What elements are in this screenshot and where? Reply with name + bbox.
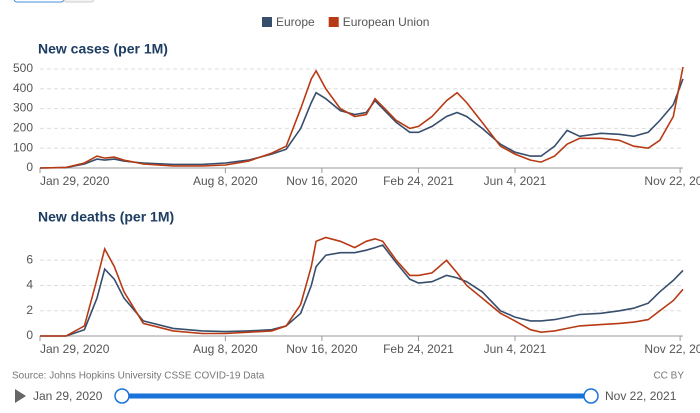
y-tick-label: 0 [26,160,33,174]
y-tick-label: 4 [26,278,33,292]
license[interactable]: CC BY [653,371,684,382]
y-tick-label: 500 [13,61,33,75]
series-line [40,244,684,337]
slider-handle[interactable] [114,388,130,404]
y-tick-label: 100 [13,140,33,154]
x-tick-label: Aug 8, 2020 [193,174,258,188]
x-tick-label: Jun 4, 2021 [484,174,547,188]
tab-button[interactable] [63,0,95,3]
y-tick-label: 200 [13,121,33,135]
tab-button[interactable] [13,0,65,3]
y-tick-label: 6 [26,252,33,266]
legend-swatch [328,17,339,27]
series-line [40,236,684,337]
chart-title: New deaths (per 1M) [38,209,174,225]
y-tick-label: 400 [13,81,33,95]
y-tick-label: 2 [26,303,33,317]
series-line [39,78,684,169]
legend-label: European Union [343,15,430,29]
slider-end-label: Nov 22, 2021 [605,389,677,403]
x-tick-label: Feb 24, 2021 [383,174,454,188]
y-tick-label: 0 [26,328,33,342]
y-tick-label: 300 [13,101,33,115]
legend-label: Europe [276,15,315,29]
x-tick-label: Nov 22, 2021 [644,174,700,188]
x-tick-label: Aug 8, 2020 [193,342,258,356]
x-tick-label: Feb 24, 2021 [383,342,454,356]
slider-start-label: Jan 29, 2020 [33,389,103,403]
x-tick-label: Nov 16, 2020 [286,342,358,356]
play-button[interactable] [15,389,26,403]
x-tick-label: Jan 29, 2020 [40,174,110,188]
x-tick-label: Jun 4, 2021 [484,342,547,356]
x-tick-label: Nov 22, 2021 [644,342,700,356]
x-tick-label: Jan 29, 2020 [40,342,110,356]
x-tick-label: Nov 16, 2020 [286,174,358,188]
chart-title: New cases (per 1M) [38,41,168,57]
slider-handle[interactable] [583,388,599,404]
source: Source: Johns Hopkins University CSSE CO… [12,371,265,382]
legend-swatch [262,17,272,27]
series-line [39,66,684,169]
